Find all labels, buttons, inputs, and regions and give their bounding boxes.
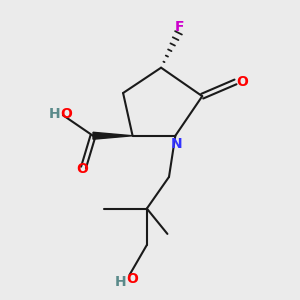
Polygon shape — [93, 132, 133, 139]
Text: N: N — [171, 137, 183, 151]
Text: O: O — [236, 75, 248, 89]
Text: H: H — [48, 106, 60, 121]
Text: H: H — [115, 275, 126, 289]
Text: O: O — [127, 272, 139, 286]
Text: O: O — [60, 106, 72, 121]
Text: O: O — [76, 162, 88, 176]
Text: F: F — [175, 20, 184, 34]
